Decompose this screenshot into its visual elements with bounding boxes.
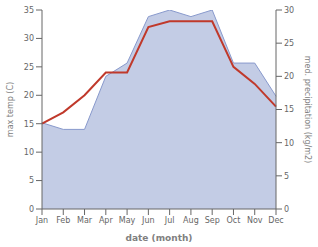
svg-text:30: 30 <box>284 6 294 15</box>
svg-text:Oct: Oct <box>227 216 241 225</box>
svg-text:15: 15 <box>24 120 34 129</box>
svg-text:0: 0 <box>284 205 289 214</box>
svg-text:35: 35 <box>24 6 34 15</box>
svg-text:Nov: Nov <box>247 216 263 225</box>
svg-text:max temp (C): max temp (C) <box>8 82 15 137</box>
svg-text:0: 0 <box>29 205 34 214</box>
svg-text:Dec: Dec <box>268 216 283 225</box>
svg-text:Mar: Mar <box>77 216 93 225</box>
svg-text:Jul: Jul <box>164 216 175 225</box>
svg-text:10: 10 <box>284 139 294 148</box>
svg-text:Apr: Apr <box>99 216 114 225</box>
svg-text:15: 15 <box>284 105 294 114</box>
svg-text:May: May <box>119 216 136 225</box>
svg-text:Aug: Aug <box>183 216 199 225</box>
svg-text:date (month): date (month) <box>126 233 193 243</box>
svg-text:Jan: Jan <box>35 216 48 225</box>
svg-text:Feb: Feb <box>56 216 70 225</box>
svg-text:5: 5 <box>284 172 289 181</box>
svg-text:10: 10 <box>24 148 34 157</box>
svg-text:20: 20 <box>284 72 294 81</box>
svg-text:20: 20 <box>24 91 34 100</box>
svg-text:30: 30 <box>24 34 34 43</box>
svg-text:25: 25 <box>284 39 294 48</box>
svg-text:5: 5 <box>29 176 34 185</box>
svg-text:med. precipitation (kg/m2): med. precipitation (kg/m2) <box>303 56 310 163</box>
svg-text:Sep: Sep <box>205 216 220 225</box>
svg-text:Jun: Jun <box>141 216 155 225</box>
svg-text:25: 25 <box>24 63 34 72</box>
